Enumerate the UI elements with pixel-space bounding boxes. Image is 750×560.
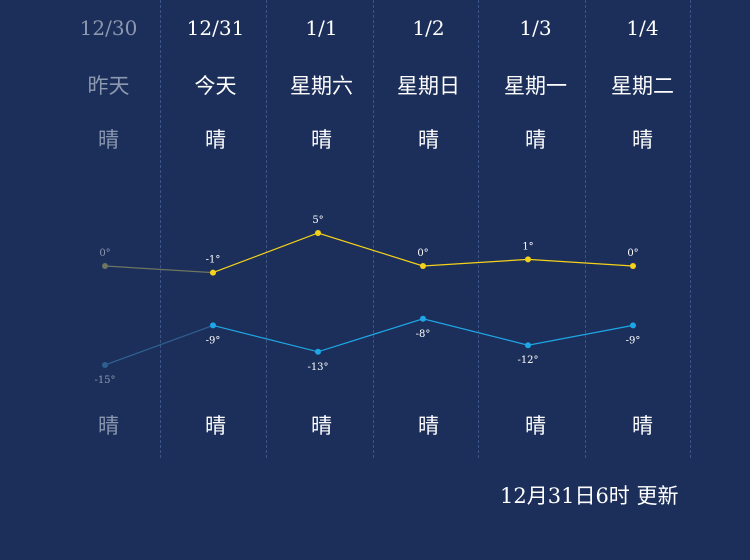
day-name: 星期二	[611, 74, 674, 98]
day-date: 1/2	[412, 16, 445, 40]
high-temp-point	[525, 256, 531, 263]
day-date: 1/4	[626, 16, 659, 40]
high-temp-label: -1°	[206, 255, 221, 266]
day-weather: 晴	[205, 128, 226, 152]
day-weather: 晴	[98, 128, 119, 152]
low-temp-point	[630, 322, 636, 329]
column-divider	[160, 0, 161, 458]
column-divider	[266, 0, 267, 458]
high-temp-point	[315, 230, 321, 236]
low-temp-label: -8°	[416, 329, 431, 340]
night-weather: 晴	[205, 414, 226, 438]
day-column-5: 1/3 星期一 晴 晴	[482, 0, 589, 460]
column-divider	[478, 0, 479, 458]
low-temp-point	[420, 315, 426, 322]
day-name: 星期一	[504, 74, 567, 98]
day-date: 1/1	[305, 16, 338, 40]
day-column-yesterday: 12/30 昨天 晴 晴	[55, 0, 162, 460]
night-weather: 晴	[632, 414, 653, 438]
high-temp-point	[210, 269, 216, 276]
low-temp-line-past	[104, 324, 214, 366]
day-name: 星期六	[290, 74, 353, 98]
column-divider	[585, 0, 586, 458]
day-column-3: 1/1 星期六 晴 晴	[268, 0, 375, 460]
night-weather: 晴	[525, 414, 546, 438]
day-name: 星期日	[397, 74, 460, 98]
high-temp-line-past	[104, 265, 214, 274]
high-temp-label: 1°	[522, 241, 533, 252]
night-weather: 晴	[418, 414, 439, 438]
high-temp-label: 0°	[417, 248, 428, 259]
day-date: 12/31	[186, 16, 245, 40]
low-temp-point	[525, 342, 531, 349]
high-temp-point	[102, 263, 108, 269]
day-column-6: 1/4 星期二 晴 晴	[589, 0, 696, 460]
high-temp-label: 0°	[627, 248, 638, 259]
low-temp-label: -12°	[517, 355, 538, 366]
column-divider	[690, 0, 691, 458]
low-temp-point	[315, 348, 321, 355]
day-weather: 晴	[418, 128, 439, 152]
high-temp-point	[630, 263, 636, 269]
day-column-today: 12/31 今天 晴 晴	[162, 0, 269, 460]
high-temp-point	[420, 263, 426, 269]
day-date: 1/3	[519, 16, 552, 40]
night-weather: 晴	[311, 414, 332, 438]
low-temp-label: -9°	[626, 335, 641, 346]
column-divider	[373, 0, 374, 458]
day-weather: 晴	[311, 128, 332, 152]
day-weather: 晴	[525, 128, 546, 152]
high-temp-label: 5°	[312, 215, 323, 226]
low-temp-label: -15°	[94, 375, 115, 386]
low-temp-point	[102, 362, 108, 368]
day-column-4: 1/2 星期日 晴 晴	[375, 0, 482, 460]
day-name: 今天	[194, 74, 237, 98]
high-temp-label: 0°	[99, 248, 110, 259]
day-name: 昨天	[87, 74, 130, 98]
update-time: 12月31日6时 更新	[500, 484, 679, 508]
low-temp-label: -13°	[307, 362, 328, 373]
day-date: 12/30	[79, 16, 138, 40]
low-temp-point	[210, 322, 216, 329]
low-temp-label: -9°	[206, 335, 221, 346]
day-weather: 晴	[632, 128, 653, 152]
night-weather: 晴	[98, 414, 119, 438]
